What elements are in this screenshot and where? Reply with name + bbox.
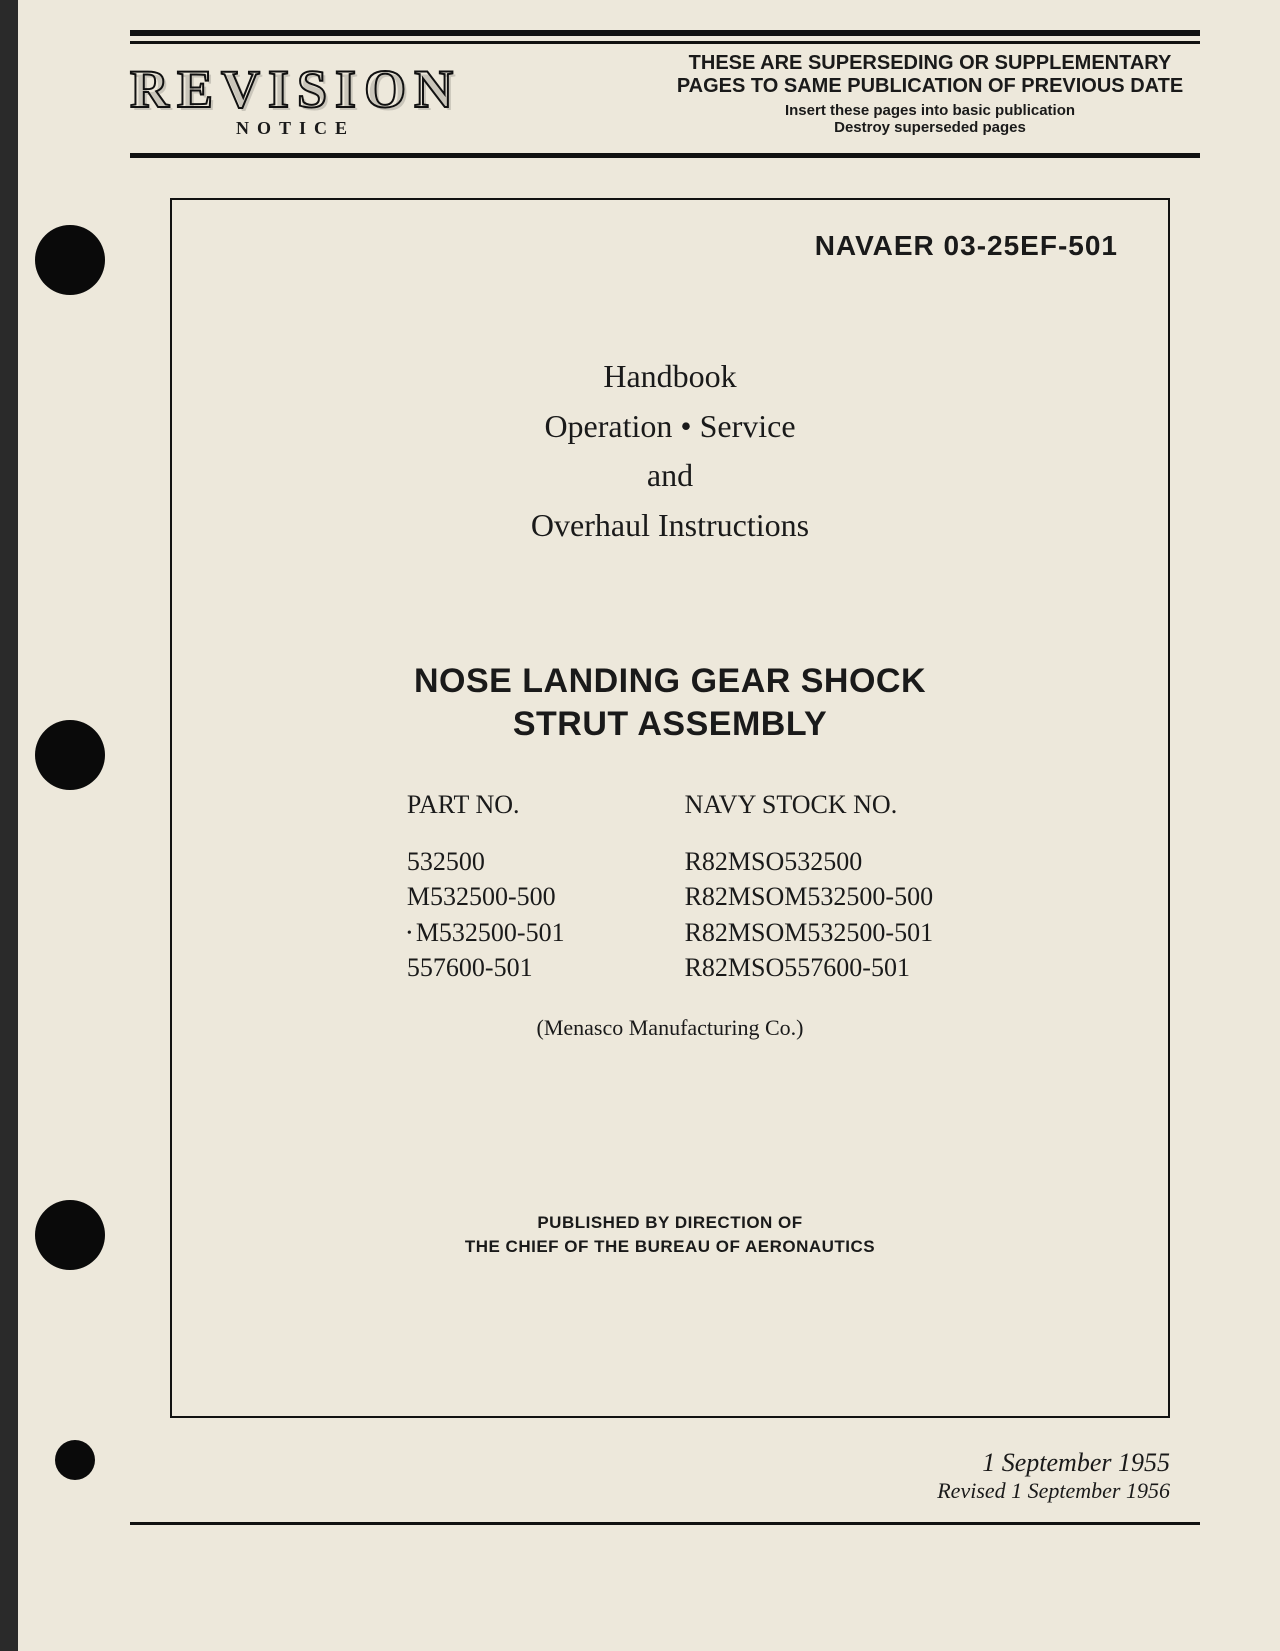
supersede-line: THESE ARE SUPERSEDING OR SUPPLEMENTARY P…: [660, 52, 1200, 98]
handbook-word: Operation: [544, 408, 672, 444]
handbook-line: Handbook: [222, 352, 1118, 402]
column-header: PART NO.: [407, 790, 565, 820]
navy-stock-list: R82MSO532500 R82MSOM532500-500 R82MSOM53…: [685, 844, 933, 984]
navy-stock-number: R82MSOM532500-500: [685, 879, 933, 914]
main-title-line: STRUT ASSEMBLY: [222, 703, 1118, 746]
superseding-notice: THESE ARE SUPERSEDING OR SUPPLEMENTARY P…: [660, 52, 1200, 136]
publisher-block: PUBLISHED BY DIRECTION OF THE CHIEF OF T…: [222, 1211, 1118, 1259]
navy-stock-number: R82MSOM532500-501: [685, 915, 933, 950]
revision-notice-block: REVISION NOTICE: [130, 52, 461, 139]
punch-hole: [35, 1200, 105, 1270]
part-number: 557600-501: [407, 950, 565, 985]
publisher-line: THE CHIEF OF THE BUREAU OF AERONAUTICS: [222, 1235, 1118, 1259]
header-bottom-rule: [130, 153, 1200, 158]
revision-word: REVISION: [130, 58, 461, 120]
manufacturer: (Menasco Manufacturing Co.): [222, 1015, 1118, 1041]
revised-date: Revised 1 September 1956: [130, 1478, 1170, 1504]
title-frame: NAVAER 03-25EF-501 Handbook Operation•Se…: [170, 198, 1170, 1418]
notice-word: NOTICE: [130, 118, 461, 139]
navy-stock-number: R82MSO557600-501: [685, 950, 933, 985]
prefix-dot: •: [407, 926, 416, 941]
supersede-line: Insert these pages into basic publicatio…: [660, 102, 1200, 119]
top-rule: [130, 30, 1200, 44]
part-number: 532500: [407, 844, 565, 879]
date-block: 1 September 1955 Revised 1 September 195…: [130, 1448, 1170, 1504]
bullet-separator: •: [672, 408, 699, 444]
document-number: NAVAER 03-25EF-501: [222, 230, 1118, 262]
part-number-column: PART NO. 532500 M532500-500 •M532500-501…: [407, 790, 565, 984]
handbook-line: and: [222, 451, 1118, 501]
punch-hole: [35, 225, 105, 295]
punch-hole: [55, 1440, 95, 1480]
header-row: REVISION NOTICE THESE ARE SUPERSEDING OR…: [130, 52, 1200, 139]
part-number-list: 532500 M532500-500 •M532500-501 557600-5…: [407, 844, 565, 984]
page: REVISION NOTICE THESE ARE SUPERSEDING OR…: [0, 0, 1280, 1651]
handbook-line: Overhaul Instructions: [222, 501, 1118, 551]
navy-stock-number: R82MSO532500: [685, 844, 933, 879]
main-title-line: NOSE LANDING GEAR SHOCK: [222, 660, 1118, 703]
handbook-word: Service: [700, 408, 796, 444]
navy-stock-column: NAVY STOCK NO. R82MSO532500 R82MSOM53250…: [685, 790, 933, 984]
part-number: •M532500-501: [407, 915, 565, 950]
supersede-line: Destroy superseded pages: [660, 119, 1200, 136]
handbook-line: Operation•Service: [222, 402, 1118, 452]
column-header: NAVY STOCK NO.: [685, 790, 933, 820]
part-number: M532500-500: [407, 879, 565, 914]
original-date: 1 September 1955: [130, 1448, 1170, 1478]
bottom-rule: [130, 1522, 1200, 1525]
parts-table: PART NO. 532500 M532500-500 •M532500-501…: [222, 790, 1118, 984]
part-number-text: M532500-501: [416, 918, 565, 947]
handbook-heading: Handbook Operation•Service and Overhaul …: [222, 352, 1118, 550]
punch-hole: [35, 720, 105, 790]
publisher-line: PUBLISHED BY DIRECTION OF: [222, 1211, 1118, 1235]
main-title: NOSE LANDING GEAR SHOCK STRUT ASSEMBLY: [222, 660, 1118, 745]
